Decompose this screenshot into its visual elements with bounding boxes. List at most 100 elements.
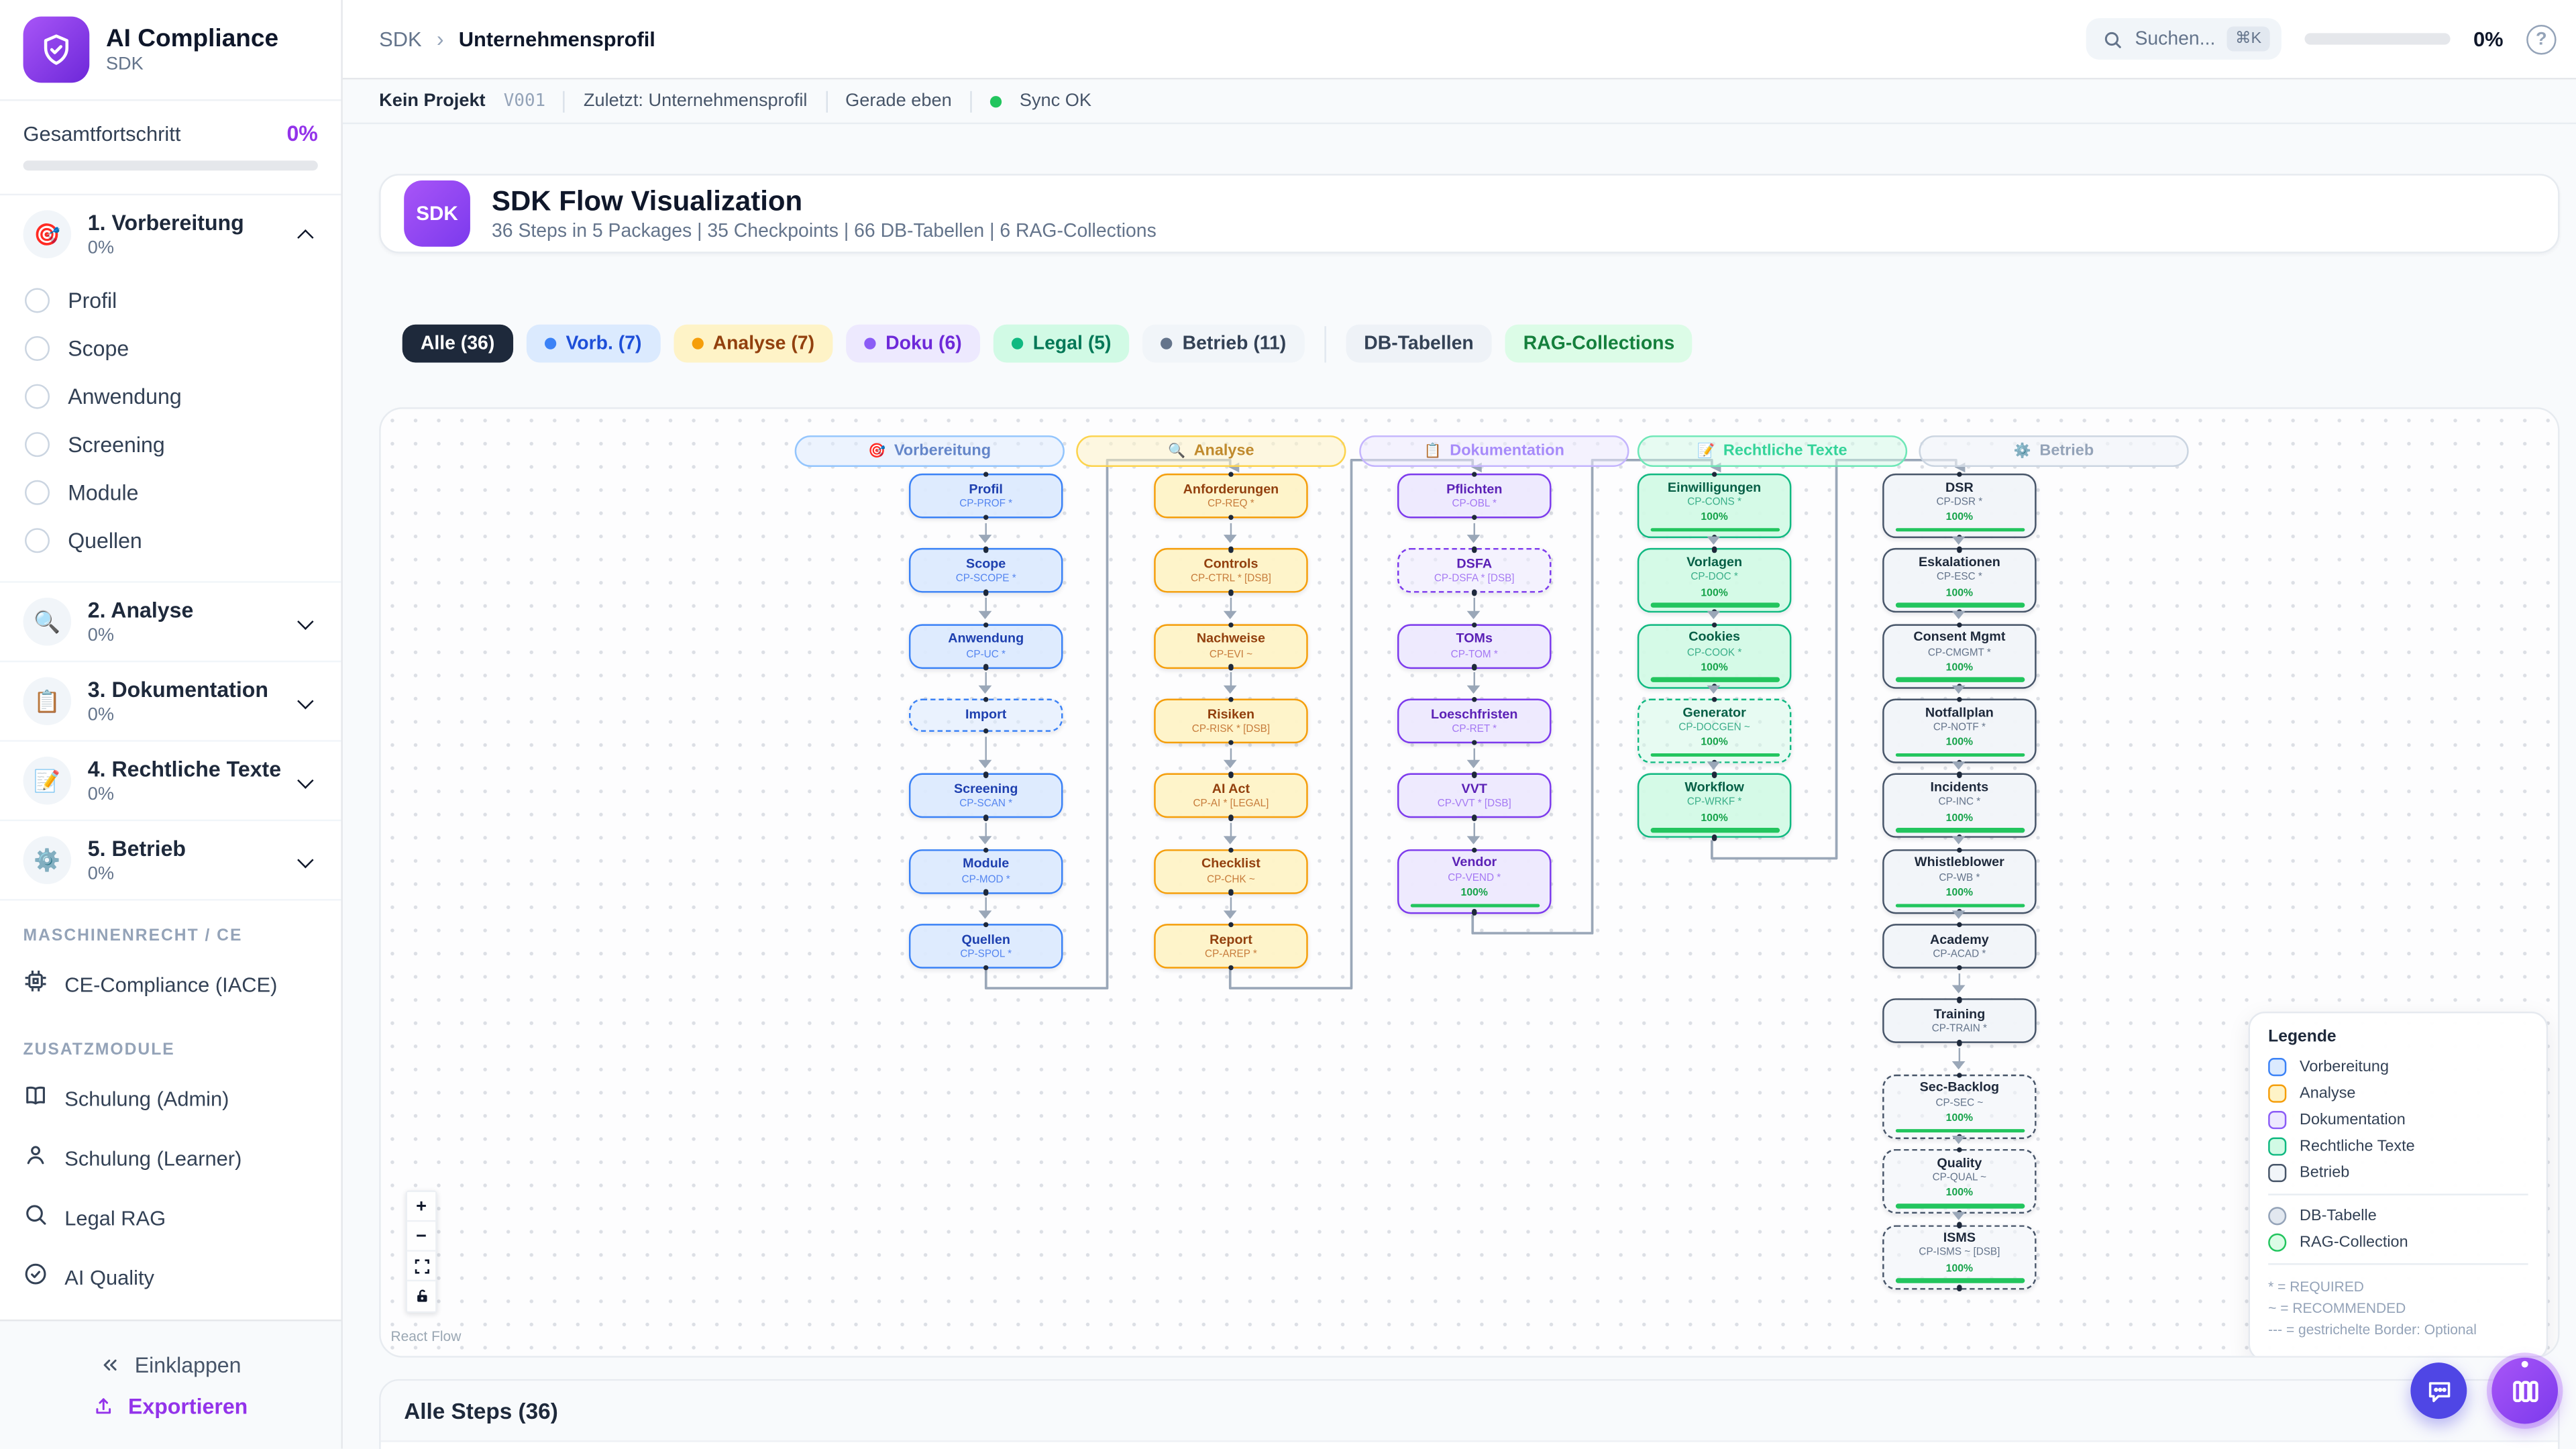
sidebar-item-module[interactable]: Module — [0, 468, 341, 517]
lock-button[interactable] — [407, 1281, 436, 1311]
sidebar-item-schulung-admin-[interactable]: Schulung (Admin) — [0, 1069, 341, 1129]
all-steps-card: Alle Steps (36) — [379, 1379, 2560, 1449]
flow-node-academy[interactable]: Academy CP-ACAD * — [1882, 922, 2037, 971]
sidebar-section-header[interactable]: 🎯 1. Vorbereitung 0% — [0, 195, 341, 273]
flow-node-sec-backlog[interactable]: Sec-Backlog CP-SEC ~ 100% — [1882, 1072, 2037, 1141]
package-header-slate: ⚙️ Betrieb — [1919, 435, 2189, 467]
filter-chip-legal-5-[interactable]: Legal (5) — [993, 324, 1130, 363]
sidebar-section-header[interactable]: 🔍 2. Analyse 0% — [0, 583, 341, 661]
node-code: CP-ISMS ~ [DSB] — [1919, 1247, 2000, 1259]
section-emoji-icon: ⚙️ — [23, 836, 72, 884]
flow-node-notfallplan[interactable]: Notfallplan CP-NOTF * 100% — [1882, 696, 2037, 765]
flow-node-vendor[interactable]: Vendor CP-VEND * 100% — [1397, 847, 1552, 916]
node-title: TOMs — [1456, 631, 1493, 647]
filter-chip-alle-36-[interactable]: Alle (36) — [402, 324, 513, 363]
fit-view-button[interactable] — [407, 1251, 436, 1282]
flow-node-loeschfristen[interactable]: Loeschfristen CP-RET * — [1397, 696, 1552, 746]
search-input[interactable]: Suchen... ⌘K — [2086, 18, 2282, 60]
sidebar-item-screening[interactable]: Screening — [0, 421, 341, 469]
filter-chip-vorb-7-[interactable]: Vorb. (7) — [526, 324, 660, 363]
export-button[interactable]: Exportieren — [93, 1393, 248, 1418]
sidebar-section-header[interactable]: 📝 4. Rechtliche Texte 0% — [0, 742, 341, 820]
columns-view-button[interactable] — [2491, 1357, 2559, 1424]
flow-node-anwendung[interactable]: Anwendung CP-UC * — [908, 621, 1063, 671]
node-title: Einwilligungen — [1667, 479, 1762, 495]
book-icon — [23, 1083, 48, 1116]
chevrons-left-icon — [104, 1358, 117, 1370]
flow-node-pflichten[interactable]: Pflichten CP-OBL * — [1397, 471, 1552, 521]
sidebar-section-header[interactable]: ⚙️ 5. Betrieb 0% — [0, 821, 341, 899]
sidebar-item-label: Screening — [68, 432, 165, 458]
flow-node-incidents[interactable]: Incidents CP-INC * 100% — [1882, 771, 2037, 841]
sidebar-item-schulung-learner-[interactable]: Schulung (Learner) — [0, 1129, 341, 1189]
node-title: DSFA — [1456, 556, 1493, 572]
upload-icon — [97, 1397, 112, 1413]
zoom-out-button[interactable]: − — [407, 1222, 436, 1252]
flow-node-workflow[interactable]: Workflow CP-WRKF * 100% — [1637, 771, 1792, 841]
filter-chip-db-tabellen[interactable]: DB-Tabellen — [1346, 324, 1492, 363]
chevron-down-icon — [297, 692, 314, 710]
flow-node-vvt[interactable]: VVT CP-VVT * [DSB] — [1397, 771, 1552, 821]
sidebar-item-profil[interactable]: Profil — [0, 276, 341, 325]
flow-node-toms[interactable]: TOMs CP-TOM * — [1397, 621, 1552, 671]
chat-button[interactable] — [2410, 1362, 2467, 1419]
node-progress-bar — [1894, 1128, 2025, 1133]
flow-node-dsr[interactable]: DSR CP-DSR * 100% — [1882, 471, 2037, 541]
flow-node-quellen[interactable]: Quellen CP-SPOL * — [908, 922, 1063, 971]
filter-chip-doku-6-[interactable]: Doku (6) — [845, 324, 980, 363]
topbar-progress-value: 0% — [2473, 27, 2504, 51]
sidebar-item-label: Legal RAG — [64, 1207, 166, 1230]
package-header-label: Rechtliche Texte — [1723, 441, 1847, 461]
node-code: CP-INC * — [1938, 796, 1981, 808]
flow-node-controls[interactable]: Controls CP-CTRL * [DSB] — [1154, 546, 1308, 596]
flow-node-generator[interactable]: Generator CP-DOCGEN ~ 100% — [1637, 696, 1792, 765]
flow-node-dsfa[interactable]: DSFA CP-DSFA * [DSB] — [1397, 546, 1552, 596]
flow-node-vorlagen[interactable]: Vorlagen CP-DOC * 100% — [1637, 546, 1792, 615]
node-title: Report — [1210, 931, 1252, 947]
node-progress-bar — [1650, 527, 1779, 533]
filter-chip-betrieb-11-[interactable]: Betrieb (11) — [1142, 324, 1305, 363]
node-progress-bar — [1650, 678, 1779, 682]
sidebar-item-scope[interactable]: Scope — [0, 325, 341, 373]
flow-node-risiken[interactable]: Risiken CP-RISK * [DSB] — [1154, 696, 1308, 746]
flow-node-eskalationen[interactable]: Eskalationen CP-ESC * 100% — [1882, 546, 2037, 615]
sidebar-sections: 🎯 1. Vorbereitung 0% Profil Scope Anwendung Sc… — [0, 195, 341, 901]
flow-node-consent-mgmt[interactable]: Consent Mgmt CP-CMGMT * 100% — [1882, 621, 2037, 690]
sidebar-item-ce-compliance-iace-[interactable]: CE-Compliance (IACE) — [0, 955, 341, 1015]
flow-canvas[interactable]: 🎯 Vorbereitung Profil CP-PROF * Scope CP-SCOP… — [379, 407, 2560, 1358]
help-button[interactable]: ? — [2526, 23, 2557, 54]
last-step-label: Zuletzt: Unternehmensprofil — [583, 91, 808, 111]
filter-chip-analyse-7-[interactable]: Analyse (7) — [673, 324, 833, 363]
legend-swatch-icon — [2268, 1084, 2287, 1103]
chip-dot-icon — [1011, 337, 1023, 350]
sidebar-section-header[interactable]: 📋 3. Dokumentation 0% — [0, 662, 341, 740]
flow-node-scope[interactable]: Scope CP-SCOPE * — [908, 546, 1063, 596]
sidebar-item-quellen[interactable]: Quellen — [0, 517, 341, 565]
flow-node-ai-act[interactable]: AI Act CP-AI * [LEGAL] — [1154, 771, 1308, 821]
flow-node-module[interactable]: Module CP-MOD * — [908, 847, 1063, 896]
flow-node-whistleblower[interactable]: Whistleblower CP-WB * 100% — [1882, 847, 2037, 916]
sidebar-item-label: Anwendung — [68, 384, 182, 409]
breadcrumb-root[interactable]: SDK — [379, 27, 422, 51]
flow-node-screening[interactable]: Screening CP-SCAN * — [908, 771, 1063, 821]
flow-node-cookies[interactable]: Cookies CP-COOK * 100% — [1637, 621, 1792, 690]
sidebar-item-legal-rag[interactable]: Legal RAG — [0, 1189, 341, 1248]
zoom-in-button[interactable]: + — [407, 1191, 436, 1222]
sidebar-item-ai-quality[interactable]: AI Quality — [0, 1248, 341, 1308]
flow-edge — [1225, 898, 1236, 919]
flow-node-report[interactable]: Report CP-AREP * — [1154, 922, 1308, 971]
flow-node-checklist[interactable]: Checklist CP-CHK ~ — [1154, 847, 1308, 896]
collapse-sidebar-button[interactable]: Einklappen — [100, 1352, 241, 1377]
flow-node-profil[interactable]: Profil CP-PROF * — [908, 471, 1063, 521]
section-progress: 0% — [87, 784, 115, 804]
flow-node-nachweise[interactable]: Nachweise CP-EVI ~ — [1154, 621, 1308, 671]
sidebar-item-anwendung[interactable]: Anwendung — [0, 372, 341, 421]
flow-node-quality[interactable]: Quality CP-QUAL ~ 100% — [1882, 1147, 2037, 1216]
flow-node-einwilligungen[interactable]: Einwilligungen CP-CONS * 100% — [1637, 471, 1792, 541]
flow-node-import[interactable]: Import — [908, 696, 1063, 734]
flow-node-training[interactable]: Training CP-TRAIN * — [1882, 997, 2037, 1046]
legend-category: Dokumentation — [2268, 1111, 2528, 1130]
filter-chip-rag-collections[interactable]: RAG-Collections — [1505, 324, 1693, 363]
flow-node-isms[interactable]: ISMS CP-ISMS ~ [DSB] 100% — [1882, 1222, 2037, 1291]
flow-node-anforderungen[interactable]: Anforderungen CP-REQ * — [1154, 471, 1308, 521]
